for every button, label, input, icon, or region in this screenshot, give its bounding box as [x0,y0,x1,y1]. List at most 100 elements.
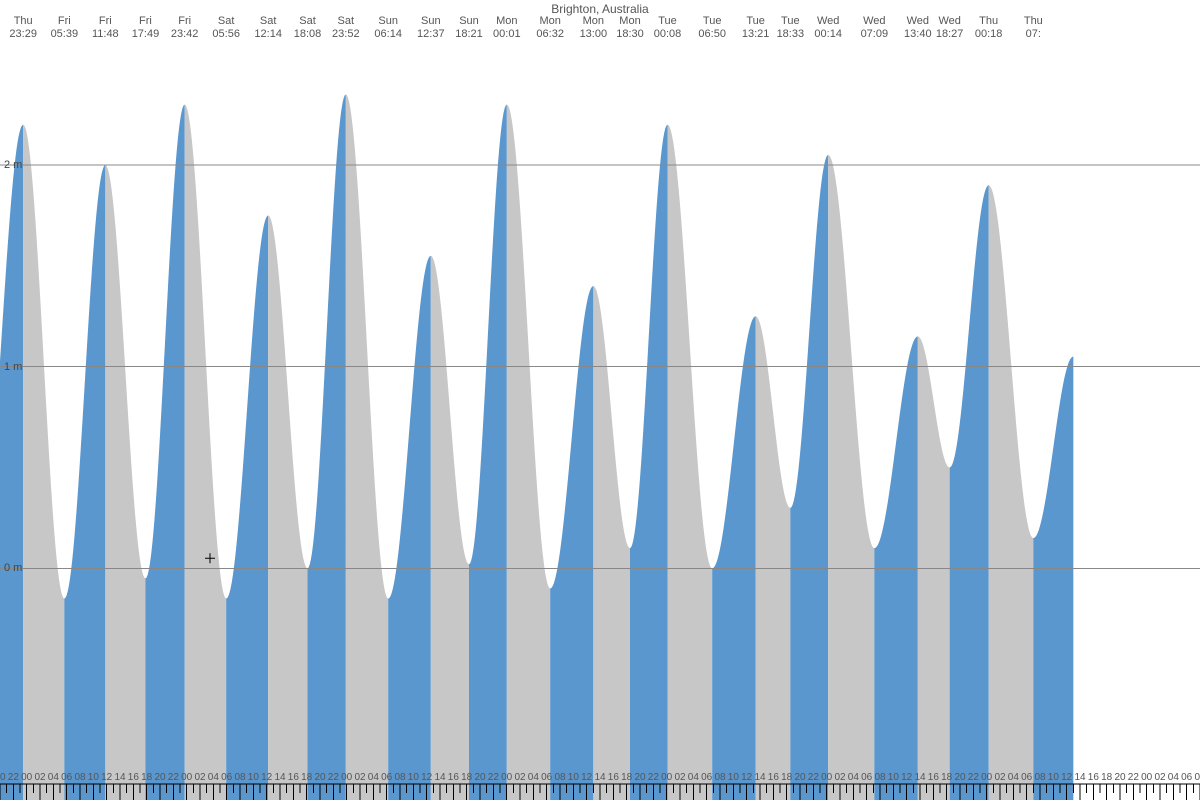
hour-label: 04 [208,772,219,783]
hour-label: 04 [1008,772,1019,783]
hour-label: 12 [421,772,432,783]
hour-label: 22 [168,772,179,783]
tide-event-label: Thu07: [1011,15,1055,41]
rising-tide-area [950,185,989,800]
hour-label: 00 [341,772,352,783]
hour-label: 14 [274,772,285,783]
tide-event-label: Wed18:27 [928,15,972,41]
hour-label: 08 [1194,772,1200,783]
hour-label: 16 [128,772,139,783]
falling-tide-area [756,316,791,800]
rising-tide-area [550,286,593,800]
hour-label: 06 [701,772,712,783]
tide-event-label: Sat23:52 [324,15,368,41]
rising-tide-area [308,94,346,800]
hour-label: 10 [88,772,99,783]
hour-label: 08 [554,772,565,783]
hour-label: 22 [8,772,19,783]
rising-tide-area [1033,357,1073,800]
tide-event-label: Tue00:08 [646,15,690,41]
falling-tide-area [346,94,388,800]
hour-label: 12 [901,772,912,783]
hour-label: 18 [781,772,792,783]
hour-label: 18 [621,772,632,783]
hour-label: 10 [248,772,259,783]
hour-label: 02 [354,772,365,783]
hour-label: 00 [21,772,32,783]
rising-tide-area [469,105,507,800]
hour-label: 20 [1114,772,1125,783]
chart-svg [0,0,1200,800]
hour-label: 04 [528,772,539,783]
falling-tide-area [668,125,713,800]
hour-label: 22 [968,772,979,783]
rising-tide-area [64,165,105,800]
hour-label: 22 [488,772,499,783]
hour-label: 20 [634,772,645,783]
hour-label: 18 [1101,772,1112,783]
hour-label: 16 [768,772,779,783]
hour-label: 20 [954,772,965,783]
hour-label: 12 [581,772,592,783]
hour-label: 04 [48,772,59,783]
falling-tide-area [185,105,227,800]
tide-areas [0,94,1073,800]
falling-tide-area [23,125,64,800]
hour-label: 08 [74,772,85,783]
falling-tide-area [268,215,307,800]
rising-tide-area [145,105,184,800]
hour-label: 00 [821,772,832,783]
hour-label: 18 [141,772,152,783]
chart-title: Brighton, Australia [0,2,1200,16]
tide-event-label: Fri11:48 [83,15,127,41]
hour-label: 04 [848,772,859,783]
falling-tide-area [507,105,550,800]
hour-label: 00 [981,772,992,783]
hour-label: 14 [114,772,125,783]
hour-label: 12 [261,772,272,783]
falling-tide-area [431,256,469,800]
rising-tide-area [226,215,268,800]
hour-label: 10 [568,772,579,783]
rising-tide-area [630,125,668,800]
tide-event-label: Thu23:29 [1,15,45,41]
rising-tide-area [790,155,828,800]
hour-label: 12 [741,772,752,783]
hour-label: 02 [834,772,845,783]
hour-label: 04 [368,772,379,783]
hour-label: 06 [1181,772,1192,783]
hour-label: 06 [541,772,552,783]
rising-tide-area [0,125,23,800]
hour-label: 02 [1154,772,1165,783]
tide-event-label: Fri23:42 [163,15,207,41]
hour-label: 00 [501,772,512,783]
hour-label: 08 [234,772,245,783]
hour-label: 00 [1141,772,1152,783]
falling-tide-area [828,155,874,800]
hour-label: 02 [514,772,525,783]
tide-event-label: Sun06:14 [366,15,410,41]
hour-label: 18 [461,772,472,783]
tide-event-label: Fri17:49 [123,15,167,41]
y-axis-label: 0 m [4,562,22,574]
tide-event-label: Sat05:56 [204,15,248,41]
hour-axis-labels: 2022000204060810121416182022000204060810… [0,772,1200,784]
hour-label: 00 [661,772,672,783]
rising-tide-area [388,256,431,800]
falling-tide-area [105,165,145,800]
tide-event-label: Mon00:01 [485,15,529,41]
hour-label: 14 [434,772,445,783]
hour-label: 16 [448,772,459,783]
hour-label: 18 [941,772,952,783]
hour-label: 22 [1128,772,1139,783]
hour-label: 20 [0,772,6,783]
tide-event-label: Fri05:39 [42,15,86,41]
hour-label: 10 [408,772,419,783]
hour-label: 20 [794,772,805,783]
tide-event-label: Sat12:14 [246,15,290,41]
hour-label: 06 [221,772,232,783]
hour-label: 20 [154,772,165,783]
hour-label: 16 [1088,772,1099,783]
hour-label: 06 [61,772,72,783]
hour-label: 00 [181,772,192,783]
